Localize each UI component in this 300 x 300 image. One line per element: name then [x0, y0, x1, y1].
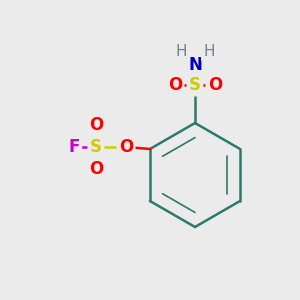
Text: S: S: [90, 138, 102, 156]
Text: O: O: [168, 76, 182, 94]
Text: O: O: [119, 138, 133, 156]
Text: H: H: [203, 44, 215, 59]
Text: O: O: [208, 76, 222, 94]
Text: O: O: [89, 160, 103, 178]
Text: F: F: [68, 138, 80, 156]
Text: N: N: [188, 56, 202, 74]
Text: S: S: [189, 76, 201, 94]
Text: H: H: [175, 44, 187, 59]
Text: O: O: [89, 116, 103, 134]
